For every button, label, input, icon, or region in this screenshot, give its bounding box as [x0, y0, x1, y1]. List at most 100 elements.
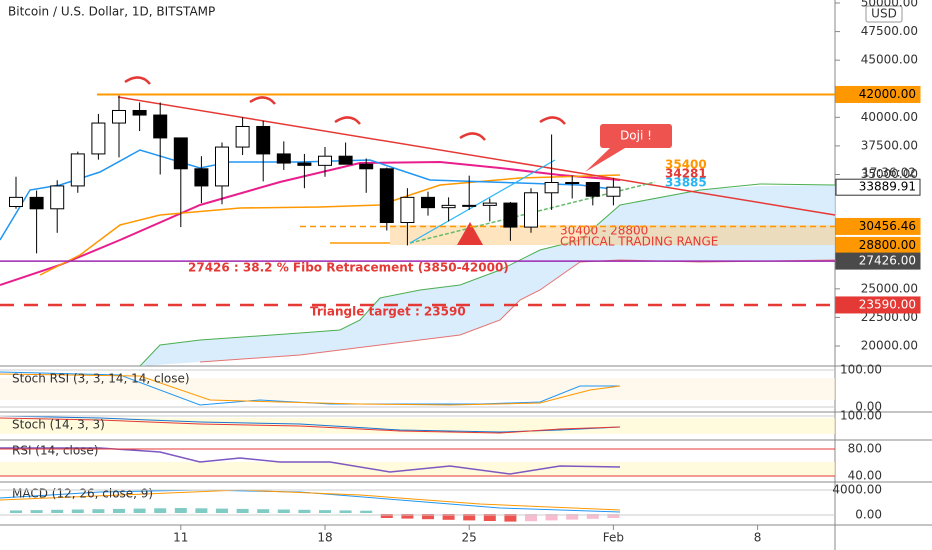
ma-blue	[0, 149, 621, 241]
pane-title: RSI (14, close)	[12, 444, 98, 458]
price-badge	[835, 296, 921, 314]
currency: USD	[871, 7, 897, 21]
price-badge	[835, 252, 921, 270]
histogram-bar	[92, 509, 105, 513]
histogram-bar	[133, 508, 146, 513]
histogram-bar	[525, 514, 537, 522]
histogram-bar	[545, 514, 558, 521]
candle-body	[91, 122, 106, 155]
candle-body	[9, 196, 23, 208]
stoch-k	[0, 415, 621, 433]
price-badge-label: 42000.00	[859, 87, 916, 101]
candle-body	[153, 114, 168, 139]
pane-tick-label: 80.00	[848, 442, 882, 456]
candle-body	[565, 182, 580, 185]
x-tick-label: 25	[462, 531, 477, 545]
candle-body	[503, 202, 518, 228]
candle-body	[70, 153, 85, 187]
candle-body	[544, 182, 559, 194]
candle-body	[441, 204, 456, 209]
candle-body	[215, 146, 229, 187]
histogram-bar	[216, 508, 228, 513]
countdown: 17:36:02	[862, 166, 916, 180]
rsi	[0, 447, 621, 475]
arrows	[124, 76, 566, 141]
candle-body	[400, 196, 415, 224]
histogram-bar	[442, 514, 455, 520]
price-badge	[835, 217, 921, 235]
candle-body	[112, 109, 126, 124]
channel-line	[409, 159, 556, 244]
candle-body	[173, 137, 188, 170]
candle-body	[524, 192, 538, 228]
candle-body	[359, 163, 374, 170]
annotation: CRITICAL TRADING RANGE	[560, 235, 718, 249]
candle-body	[297, 162, 312, 166]
x-tick-label: 11	[173, 531, 188, 545]
annotation: 34281	[665, 167, 707, 181]
warning-icon	[457, 222, 483, 245]
candle-body	[338, 155, 353, 165]
histogram-bar	[71, 509, 84, 513]
histogram-bar	[277, 509, 290, 513]
histogram-bar	[257, 509, 270, 513]
candle-body	[379, 168, 394, 224]
currency-box	[865, 5, 903, 23]
histogram-bar	[422, 514, 434, 520]
candle-body	[318, 155, 332, 166]
macd-signal	[0, 489, 621, 511]
histogram-bar	[319, 510, 331, 513]
histogram-bar	[401, 514, 414, 519]
range-box	[390, 225, 835, 245]
histogram-bar	[380, 514, 393, 518]
ma-pink	[0, 160, 621, 286]
histogram-bar	[339, 510, 352, 513]
pane-title: MACD (12, 26, close, 9)	[12, 487, 153, 501]
price-badge-label: 30456.46	[859, 219, 916, 233]
y-tick-label: 35000.00	[861, 167, 918, 181]
histogram-bar	[51, 509, 64, 513]
candle-body	[276, 153, 291, 164]
histogram-bar	[483, 514, 496, 521]
price-badge-label: 33889.91	[859, 180, 916, 194]
pane-tick-label: 4000.00	[832, 483, 882, 497]
x-tick-label: 8	[754, 531, 762, 545]
x-tick-label: 18	[317, 531, 332, 545]
pane-tick-label: 0.00	[855, 400, 882, 414]
histogram-bar	[566, 514, 579, 520]
histogram-bar	[174, 508, 187, 513]
pane-tick-label: 0.00	[855, 508, 882, 522]
chart-title: Bitcoin / U.S. Dollar, 1D, BITSTAMP	[8, 5, 215, 19]
y-tick-label: 40000.00	[861, 110, 918, 124]
macd-histogram	[10, 508, 620, 522]
candle-body	[421, 196, 435, 209]
candle-body	[606, 186, 621, 197]
candle-body	[256, 125, 271, 155]
histogram-bar	[607, 514, 620, 518]
price-badge	[835, 85, 921, 103]
candle-body	[194, 168, 209, 187]
histogram-bar	[586, 514, 599, 519]
candle-body	[462, 204, 477, 207]
stoch-rsi-d	[0, 373, 621, 406]
price-badge-label: 23590.00	[859, 297, 916, 311]
y-tick-label: 25000.00	[861, 281, 918, 295]
y-tick-label: 47500.00	[861, 24, 918, 38]
annotation: 27426 : 38.2 % Fibo Retracement (3850-42…	[188, 261, 509, 275]
pane-title: Stoch RSI (3, 3, 14, 14, close)	[12, 372, 190, 386]
doji-pointer	[585, 148, 625, 172]
y-tick-label: 37500.00	[861, 138, 918, 152]
doji-callout	[600, 124, 672, 148]
histogram-bar	[30, 510, 43, 513]
annotation: 33885	[665, 176, 707, 190]
histogram-bar	[298, 509, 311, 513]
histogram-bar	[360, 510, 373, 513]
candle-body	[50, 185, 65, 210]
annotation: 35400	[665, 158, 707, 172]
histogram-bar	[10, 510, 22, 513]
price-badge-label: 28800.00	[859, 238, 916, 252]
histogram-bar	[195, 508, 208, 513]
x-tick-label: Feb	[603, 531, 624, 545]
